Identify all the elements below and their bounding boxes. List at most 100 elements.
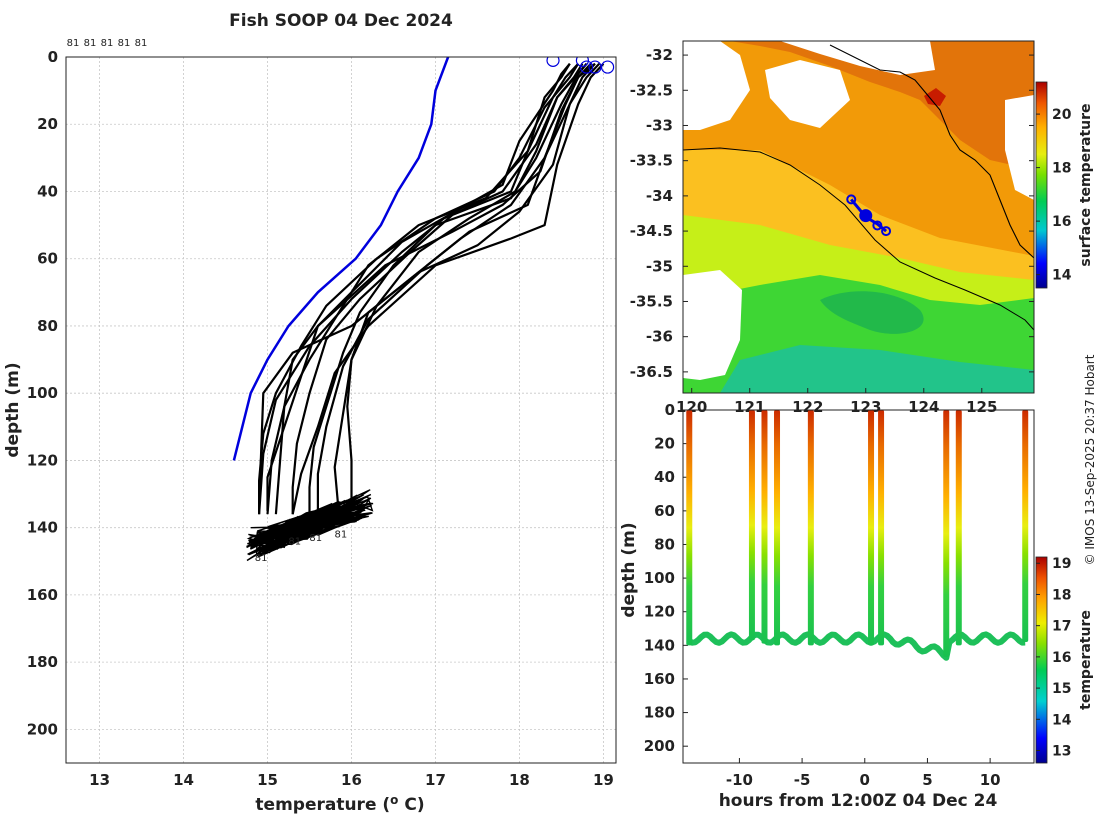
profile-xtick-label: 13 [89, 771, 110, 789]
sst-tick-label: 14 [1052, 268, 1072, 284]
map-lat-labels: -32 -32.5 -33 -33.5 -34 -34.5 -35 -35.5 -36 -36.5 [630, 46, 1034, 381]
map-lat-label: -32 [646, 46, 673, 64]
profile-line [258, 63, 580, 515]
surface-circle [575, 57, 590, 67]
profile-top-label: 81 [118, 38, 131, 49]
sst-tick-label: 18 [1052, 161, 1071, 177]
section-ytick-label: 160 [644, 670, 675, 688]
section-ylabel: depth (m) [619, 522, 639, 617]
section-ytick-label: 80 [654, 535, 675, 553]
section-xtick-label: 10 [980, 771, 1001, 789]
profile-ytick-label: 40 [37, 182, 58, 200]
map-lon-label: 122 [792, 398, 823, 416]
credit-text: © IMOS 13-Sep-2025 20:37 Hobart [1083, 354, 1097, 565]
sst-colorbar-label: surface temperature [1078, 103, 1094, 266]
map-lon-label: 123 [850, 398, 881, 416]
map-lon-label: 124 [908, 398, 939, 416]
track-point [859, 209, 873, 223]
profile-top-labels: 81 81 81 81 81 [67, 38, 148, 49]
map-lat-label: -34.5 [630, 222, 673, 240]
temperature-colorbar-ticks: 13 14 15 16 17 18 19 [1036, 556, 1072, 760]
profile-line [333, 62, 601, 515]
sst-colorbar [1035, 81, 1048, 289]
section-ytick-label: 200 [644, 737, 675, 755]
section-cast [774, 410, 781, 646]
map-lat-label: -35.5 [630, 292, 673, 310]
profile-xtick-label: 17 [425, 771, 446, 789]
profile-frame [65, 56, 617, 764]
section-cast [686, 410, 693, 646]
land-top [683, 41, 750, 130]
bottom-cluster-trace [246, 489, 374, 562]
ship-track-points [846, 194, 892, 237]
section-xtick-label: 5 [922, 771, 932, 789]
profile-line [308, 62, 588, 515]
profile-xtick-label: 14 [173, 771, 194, 789]
green-swirl [820, 291, 924, 334]
surface-circles [546, 57, 615, 74]
profile-bottom-label: 81 [255, 553, 268, 564]
coastline [829, 44, 1034, 259]
profile-ytick-label: 200 [27, 720, 58, 738]
map-lon-label: 120 [676, 398, 707, 416]
teal-zone [720, 345, 1034, 393]
section-ytick-label: 20 [654, 435, 675, 453]
profile-ytick-label: 60 [37, 250, 58, 268]
section-ytick-label: 180 [644, 704, 675, 722]
section-cast [761, 410, 768, 644]
section-cast [878, 410, 885, 646]
surface-circle [546, 57, 560, 67]
section-ytick-label: 0 [665, 401, 675, 419]
map-lat-label: -34 [646, 187, 673, 205]
section-cast [955, 410, 962, 646]
temperature-tick-label: 16 [1052, 650, 1071, 666]
section-ytick-label: 100 [644, 569, 675, 587]
section-cast [1022, 410, 1029, 642]
profile-top-label: 81 [135, 38, 148, 49]
profile-lines [258, 62, 605, 515]
profile-ytick-label: 20 [37, 115, 58, 133]
section-ytick-label: 40 [654, 468, 675, 486]
temperature-tick-label: 15 [1052, 681, 1071, 697]
profile-xlabel: temperature (o C) [255, 793, 424, 815]
map-lat-label: -32.5 [630, 81, 673, 99]
map-lat-label: -36 [646, 328, 673, 346]
profile-ytick-label: 180 [27, 653, 58, 671]
temperature-tick-label: 17 [1052, 619, 1071, 635]
surface-circle [601, 60, 615, 74]
warm-coastal-band [730, 41, 1034, 170]
profile-ylabel: depth (m) [3, 362, 23, 457]
section-xtick-label: -5 [794, 771, 811, 789]
sst-colorbar-ticks: 14 16 18 20 [1036, 107, 1072, 284]
sst-tick-label: 16 [1052, 214, 1071, 230]
profile-grid [66, 56, 616, 763]
profile-bottom-label: 81 [309, 533, 322, 544]
profile-top-label: 81 [84, 38, 97, 49]
section-ytick-label: 140 [644, 636, 675, 654]
profile-ytick-label: 120 [27, 451, 58, 469]
section-xtick-label: -10 [726, 771, 753, 789]
temperature-tick-label: 18 [1052, 587, 1071, 603]
profile-ytick-label: 100 [27, 384, 58, 402]
section-ytick-label: 60 [654, 502, 675, 520]
chart-title: Fish SOOP 04 Dec 2024 [229, 11, 453, 31]
section-bottom-trace [687, 631, 1026, 661]
sst-tick-label: 20 [1052, 107, 1072, 123]
section-xlabel: hours from 12:00Z 04 Dec 24 [719, 791, 998, 811]
map-lat-label: -33.5 [630, 152, 673, 170]
land-north [780, 41, 935, 75]
profile-ytick-label: 80 [37, 317, 58, 335]
profile-ytick-label: 0 [48, 48, 58, 66]
map-panel: -32 -32.5 -33 -33.5 -34 -34.5 -35 -35.5 -36 -36.5… [630, 40, 1094, 416]
profile-tick-labels: 13 14 15 16 17 18 19 0 20 40 60 80 100 120 140 160 180 20… [27, 48, 614, 789]
profile-top-label: 81 [67, 38, 80, 49]
land-patch [765, 60, 850, 128]
profile-line [346, 63, 584, 501]
red-hot-spot [924, 88, 946, 106]
profile-bottom-label: 81 [335, 530, 348, 541]
temperature-tick-label: 14 [1052, 712, 1072, 728]
track-point [846, 194, 857, 205]
profile-xtick-label: 18 [509, 771, 530, 789]
profile-line [266, 63, 571, 515]
